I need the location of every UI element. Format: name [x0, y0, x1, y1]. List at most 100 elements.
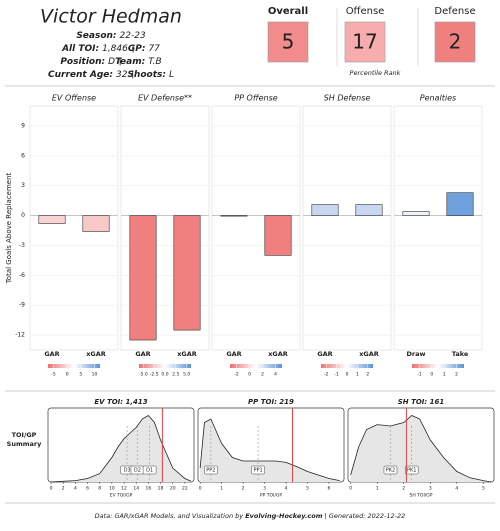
- scale-tick-label: 5.0: [183, 372, 190, 378]
- info-value: 32: [116, 70, 128, 80]
- scale-tick-label: 0: [66, 372, 69, 378]
- info-label: Shoots:: [127, 70, 166, 80]
- role-box: [404, 465, 419, 475]
- density-curve: [51, 414, 192, 483]
- info-line: Position: DTeam: T.B: [60, 57, 161, 67]
- category-label: GAR: [44, 350, 59, 358]
- y-tick-label: -9: [19, 302, 25, 309]
- scale-tick-label: 0: [346, 372, 349, 378]
- panel-frame: [120, 105, 210, 351]
- x-axis-label: EV TOI/GP: [110, 493, 133, 499]
- x-tick-label: 4: [74, 486, 77, 492]
- bar: [355, 204, 383, 216]
- player-name: Victor Hedman: [40, 6, 182, 28]
- y-tick-label: 6: [21, 152, 25, 159]
- density-curve: [199, 418, 340, 481]
- percentile-label: Offense: [346, 6, 385, 17]
- info-value: D: [108, 57, 115, 67]
- scale-tick-label: -1: [417, 372, 422, 378]
- scale-tick-label: -1: [334, 372, 339, 378]
- scale-tick-label: 2.5: [172, 372, 179, 378]
- y-tick-label: -6: [19, 272, 25, 279]
- role-box: [204, 465, 218, 475]
- bar: [129, 215, 157, 341]
- x-tick-label: 14: [133, 486, 139, 492]
- y-tick-label: 3: [21, 182, 25, 189]
- info-label: GP:: [128, 44, 146, 54]
- density-curve: [350, 415, 492, 483]
- bar: [311, 204, 339, 216]
- category-label: GAR: [226, 350, 241, 358]
- info-value: T.B: [148, 57, 161, 67]
- scale-tick-label: 0: [430, 372, 433, 378]
- x-tick-label: 3: [263, 486, 266, 492]
- panel-title: PP Offense: [234, 94, 277, 103]
- y-tick-label: -3: [19, 242, 25, 249]
- scale-tick-label: 1: [356, 372, 359, 378]
- percentile-caption: Percentile Rank: [350, 69, 401, 77]
- category-label: xGAR: [86, 350, 106, 358]
- x-axis-label: PP TOI/GP: [260, 493, 282, 499]
- scale-tick-label: -5.0: [139, 372, 148, 378]
- bar: [264, 215, 292, 256]
- x-tick-label: 4: [455, 486, 458, 492]
- role-label: PK2: [386, 468, 395, 474]
- bar: [38, 215, 66, 224]
- percentile-value: 5: [282, 30, 295, 54]
- role-label: PP1: [254, 468, 263, 474]
- x-tick-label: 12: [121, 486, 127, 492]
- density-area: [200, 419, 340, 482]
- x-tick-label: 16: [146, 486, 152, 492]
- bar: [446, 192, 474, 216]
- y-tick-label: 9: [21, 122, 25, 129]
- bar: [402, 211, 430, 216]
- role-box: [383, 465, 398, 475]
- role-label: D3: [124, 468, 131, 474]
- summary-label: TOI/GP: [12, 431, 37, 439]
- density-area: [51, 415, 191, 482]
- x-tick-label: 10: [109, 486, 115, 492]
- scale-tick-label: 2: [455, 372, 458, 378]
- scale-tick-label: 4: [274, 372, 277, 378]
- y-tick-label: 0: [21, 212, 25, 219]
- category-label: Take: [452, 350, 469, 358]
- info-value: L: [169, 70, 174, 80]
- role-label: PP2: [206, 468, 215, 474]
- info-label: Team:: [115, 57, 145, 67]
- scale-tick-label: -5: [51, 372, 56, 378]
- panel-frame: [29, 105, 119, 351]
- info-value: 22-23: [120, 31, 146, 41]
- info-label: Season:: [76, 31, 116, 41]
- category-label: GAR: [317, 350, 332, 358]
- footer-part: | Generated: 2022-12-22: [322, 512, 405, 520]
- panel-title: EV Defense**: [138, 94, 192, 103]
- scale-tick-label: 5: [79, 372, 82, 378]
- info-label: All TOI:: [61, 44, 99, 54]
- panel-frame: [393, 105, 483, 351]
- role-box: [142, 465, 157, 475]
- footer: Data: GAR/xGAR Models, and Visualization…: [95, 512, 406, 520]
- info-line: Current Age: 32Shoots: L: [48, 70, 174, 80]
- info-label: Position:: [60, 57, 105, 67]
- x-tick-label: 18: [158, 486, 164, 492]
- percentile-box: [434, 21, 476, 63]
- x-tick-label: 5: [482, 486, 485, 492]
- percentile-value: 17: [352, 30, 377, 54]
- info-label: Current Age:: [48, 70, 113, 80]
- scale-tick-label: -2: [324, 372, 329, 378]
- x-tick-label: 22: [182, 486, 188, 492]
- x-tick-label: 2: [62, 486, 65, 492]
- summary-label: Summary: [7, 440, 42, 448]
- x-tick-label: 1: [220, 486, 223, 492]
- color-scale: [230, 364, 282, 368]
- info-line: Season: 22-23: [76, 31, 146, 41]
- color-scale: [412, 364, 464, 368]
- scale-tick-label: -2.5: [150, 372, 159, 378]
- category-label: xGAR: [359, 350, 379, 358]
- density-area: [350, 415, 492, 482]
- role-label: D1: [146, 468, 153, 474]
- x-tick-label: 5: [306, 486, 309, 492]
- x-tick-label: 3: [429, 486, 432, 492]
- scale-tick-label: 2: [366, 372, 369, 378]
